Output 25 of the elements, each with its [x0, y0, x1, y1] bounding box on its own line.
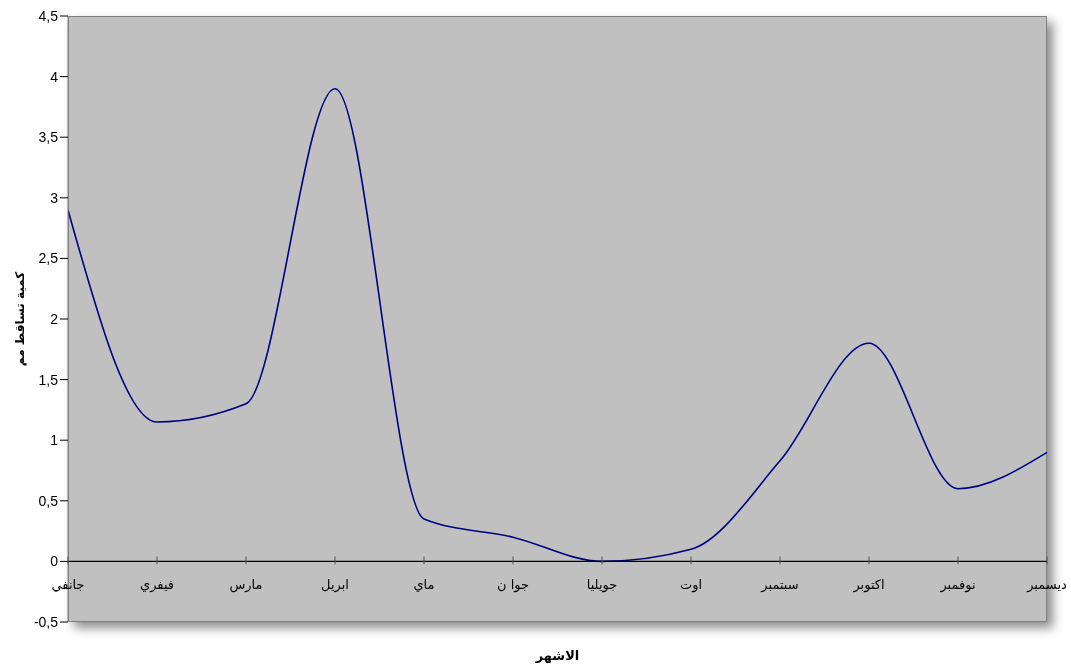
y-tick-label: 1,5 [38, 371, 59, 388]
y-tick-label: 2,5 [38, 250, 59, 267]
x-tick-label: جويليا [586, 577, 618, 594]
x-tick-label: سبتمبر [760, 577, 799, 594]
x-tick-label: نوفمبر [939, 577, 976, 594]
x-tick-label: مارس [229, 577, 263, 594]
y-tick-label: 2 [50, 310, 59, 327]
x-tick-label: اوت [679, 577, 703, 594]
y-tick-label: 3 [50, 189, 59, 206]
y-tick-label: -0,5 [33, 613, 59, 630]
x-tick-label: فيفري [139, 577, 175, 594]
y-tick-label: 0,5 [38, 492, 59, 509]
x-tick-label: اكتوبر [852, 577, 885, 594]
y-tick-label: 4,5 [38, 7, 59, 24]
x-tick-label: ماي [413, 577, 435, 593]
y-tick-label: 1 [50, 432, 59, 449]
y-tick-label: 3,5 [38, 129, 59, 146]
x-tick-label: ابريل [321, 577, 349, 594]
x-tick-label: جوا ن [496, 577, 530, 594]
y-axis-title: كمية تساقط مم [13, 271, 28, 367]
x-tick-label: جانفي [51, 577, 85, 593]
y-tick-label: 4 [50, 68, 59, 85]
y-tick-label: 0 [50, 553, 59, 570]
x-axis-title: الاشهر [534, 648, 580, 663]
x-tick-label: ديسمبر [1026, 577, 1068, 594]
